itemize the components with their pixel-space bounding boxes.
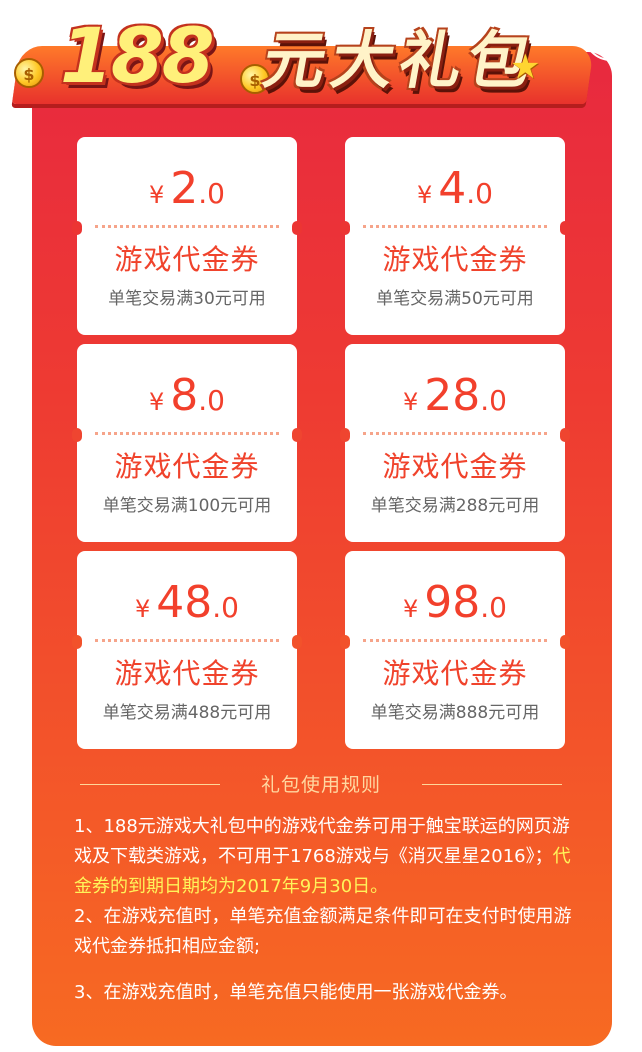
rule-item: 3、在游戏充值时，单笔充值只能使用一张游戏代金券。	[74, 982, 518, 1003]
rule-item: 1、188元游戏大礼包中的游戏代金券可用于触宝联运的网页游戏及下载类游戏，不可用…	[74, 812, 584, 902]
currency-symbol: ¥	[149, 181, 165, 209]
amount-integer: 4	[438, 163, 467, 214]
coupon-condition: 单笔交易满50元可用	[376, 289, 534, 309]
coupon-condition: 单笔交易满30元可用	[108, 289, 266, 309]
coupon-name: 游戏代金券	[382, 243, 528, 276]
coupon-amount: ¥2.0	[77, 159, 297, 219]
dotted-divider	[363, 639, 547, 642]
coupon-card[interactable]: ¥48.0 游戏代金券 单笔交易满488元可用	[72, 551, 302, 749]
coupon-condition: 单笔交易满100元可用	[102, 496, 272, 516]
coupon-amount: ¥48.0	[77, 573, 297, 633]
close-icon	[602, 24, 622, 44]
banner-title: 元大礼包	[257, 24, 543, 97]
coupon-condition: 单笔交易满888元可用	[370, 703, 540, 723]
banner-amount: 188	[60, 11, 215, 100]
divider-line	[80, 784, 220, 785]
close-button[interactable]	[583, 5, 639, 61]
amount-integer: 48	[156, 577, 213, 628]
rule-item: 2、在游戏充值时，单笔充值金额满足条件即可在支付时使用游戏代金券抵扣相应金额;	[74, 906, 572, 957]
coupon-name: 游戏代金券	[382, 657, 528, 690]
gift-pack-banner: $ 188 $ 元大礼包 ★	[11, 6, 604, 116]
coupon-name: 游戏代金券	[114, 657, 260, 690]
dotted-divider	[95, 432, 279, 435]
amount-integer: 98	[424, 577, 481, 628]
amount-integer: 28	[424, 370, 481, 421]
amount-integer: 8	[170, 370, 199, 421]
coin-icon: $	[240, 64, 270, 94]
coupon-amount: ¥4.0	[345, 159, 565, 219]
currency-symbol: ¥	[417, 181, 433, 209]
coupon-condition: 单笔交易满488元可用	[102, 703, 272, 723]
coupon-card[interactable]: ¥8.0 游戏代金券 单笔交易满100元可用	[72, 344, 302, 542]
rules-body: 1、188元游戏大礼包中的游戏代金券可用于触宝联运的网页游戏及下载类游戏，不可用…	[74, 812, 584, 1008]
coin-icon: $	[14, 58, 44, 88]
currency-symbol: ¥	[135, 595, 151, 623]
star-icon: ★	[510, 47, 541, 87]
coupon-name: 游戏代金券	[382, 450, 528, 483]
amount-integer: 2	[170, 163, 199, 214]
coupon-amount: ¥98.0	[345, 573, 565, 633]
rule-1-text: 1、188元游戏大礼包中的游戏代金券可用于触宝联运的网页游戏及下载类游戏，不可用…	[74, 816, 570, 867]
amount-decimal: .0	[198, 384, 225, 417]
amount-decimal: .0	[480, 384, 507, 417]
amount-decimal: .0	[198, 177, 225, 210]
amount-decimal: .0	[480, 591, 507, 624]
coupon-name: 游戏代金券	[114, 450, 260, 483]
dotted-divider	[363, 225, 547, 228]
coupon-amount: ¥8.0	[77, 366, 297, 426]
dotted-divider	[95, 225, 279, 228]
dotted-divider	[363, 432, 547, 435]
amount-decimal: .0	[466, 177, 493, 210]
rule-1-expiry-highlight: 代金券的到期日期均为2017年9月30日。	[74, 846, 571, 897]
coupon-card[interactable]: ¥28.0 游戏代金券 单笔交易满288元可用	[340, 344, 570, 542]
coupon-name: 游戏代金券	[114, 243, 260, 276]
rules-title: 礼包使用规则	[260, 774, 381, 796]
amount-decimal: .0	[212, 591, 239, 624]
coupon-card[interactable]: ¥98.0 游戏代金券 单笔交易满888元可用	[340, 551, 570, 749]
dotted-divider	[95, 639, 279, 642]
coupon-card[interactable]: ¥4.0 游戏代金券 单笔交易满50元可用	[340, 137, 570, 335]
coupon-card[interactable]: ¥2.0 游戏代金券 单笔交易满30元可用	[72, 137, 302, 335]
currency-symbol: ¥	[149, 388, 165, 416]
rules-header: 礼包使用规则	[80, 770, 562, 800]
currency-symbol: ¥	[403, 595, 419, 623]
coupon-condition: 单笔交易满288元可用	[370, 496, 540, 516]
divider-line	[422, 784, 562, 785]
currency-symbol: ¥	[403, 388, 419, 416]
coupon-amount: ¥28.0	[345, 366, 565, 426]
